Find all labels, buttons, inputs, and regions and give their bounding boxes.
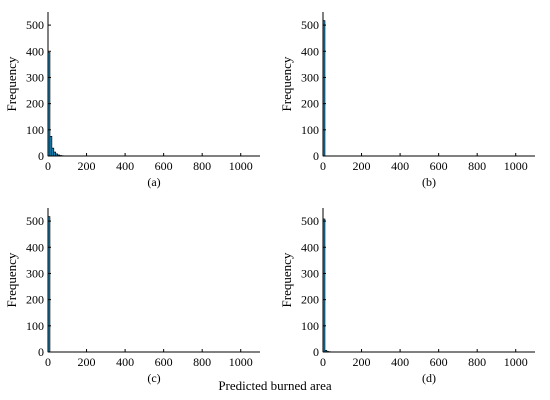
x-tick-label: 400 <box>391 159 409 173</box>
y-tick-label: 300 <box>301 266 319 280</box>
y-tick-label: 400 <box>26 240 44 254</box>
y-tick-label: 100 <box>26 319 44 333</box>
y-tick-label: 100 <box>301 123 319 137</box>
y-tick-label: 500 <box>26 214 44 228</box>
panel-label: (d) <box>422 371 436 385</box>
x-tick-label: 1000 <box>229 355 253 369</box>
y-tick-label: 200 <box>301 97 319 111</box>
x-tick-label: 0 <box>320 159 326 173</box>
x-tick-label: 600 <box>430 159 448 173</box>
x-tick-label: 400 <box>116 159 134 173</box>
panel-label: (c) <box>147 371 160 385</box>
x-tick-label: 800 <box>193 355 211 369</box>
x-tick-label: 400 <box>391 355 409 369</box>
y-axis-label: Frequency <box>279 56 294 111</box>
x-tick-label: 200 <box>78 159 96 173</box>
x-tick-label: 600 <box>155 355 173 369</box>
y-axis-label: Frequency <box>279 252 294 307</box>
panel-c: 0 200 400 600 800 1000 0 100 200 300 400 500 Frequen… <box>4 208 260 385</box>
x-tick-label: 200 <box>78 355 96 369</box>
x-tick-label: 1000 <box>229 159 253 173</box>
shared-x-axis-label: Predicted burned area <box>218 378 332 393</box>
x-tick-label: 800 <box>193 159 211 173</box>
y-tick-label: 0 <box>38 149 44 163</box>
y-tick-label: 300 <box>26 70 44 84</box>
panel-a: 0 200 400 600 800 1000 0 100 200 300 400 500 Frequen… <box>4 12 260 189</box>
y-tick-label: 0 <box>313 345 319 359</box>
y-axis-label: Frequency <box>4 56 19 111</box>
panel-label: (b) <box>422 175 436 189</box>
x-tick-label: 0 <box>45 159 51 173</box>
y-tick-label: 500 <box>26 18 44 32</box>
x-tick-label: 400 <box>116 355 134 369</box>
x-tick-label: 600 <box>155 159 173 173</box>
y-tick-label: 500 <box>301 214 319 228</box>
x-tick-label: 1000 <box>504 355 528 369</box>
y-tick-label: 400 <box>301 240 319 254</box>
y-tick-label: 200 <box>301 293 319 307</box>
y-tick-label: 200 <box>26 293 44 307</box>
x-tick-label: 200 <box>353 159 371 173</box>
y-tick-label: 400 <box>301 44 319 58</box>
x-tick-label: 1000 <box>504 159 528 173</box>
x-tick-label: 0 <box>45 355 51 369</box>
y-tick-label: 200 <box>26 97 44 111</box>
x-tick-label: 0 <box>320 355 326 369</box>
y-tick-label: 100 <box>26 123 44 137</box>
y-tick-label: 300 <box>26 266 44 280</box>
y-tick-label: 500 <box>301 18 319 32</box>
y-tick-label: 400 <box>26 44 44 58</box>
y-axis-label: Frequency <box>4 252 19 307</box>
x-tick-label: 800 <box>468 355 486 369</box>
y-tick-label: 100 <box>301 319 319 333</box>
x-tick-label: 800 <box>468 159 486 173</box>
panel-b: 0 200 400 600 800 1000 0 100 200 300 400 500 Frequen… <box>279 12 535 189</box>
y-tick-label: 0 <box>313 149 319 163</box>
panel-d: 0 200 400 600 800 1000 0 100 200 300 400 500 Frequen… <box>279 208 535 385</box>
y-tick-label: 0 <box>38 345 44 359</box>
panel-label: (a) <box>147 175 160 189</box>
y-tick-label: 300 <box>301 70 319 84</box>
x-tick-label: 600 <box>430 355 448 369</box>
x-tick-label: 200 <box>353 355 371 369</box>
